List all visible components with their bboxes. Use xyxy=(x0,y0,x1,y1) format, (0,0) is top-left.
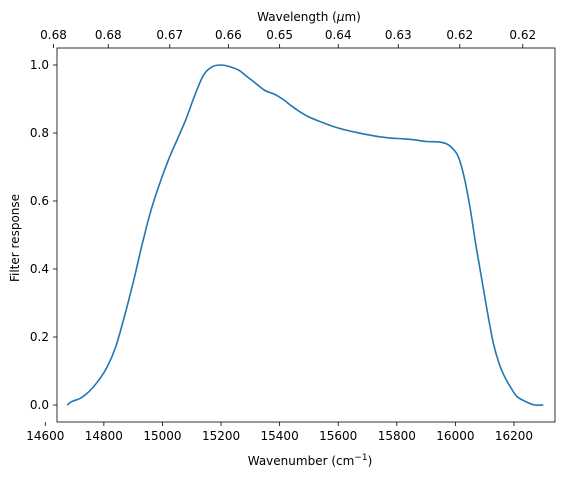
y-tick-label: 0.8 xyxy=(30,126,49,140)
x-tick-label: 16000 xyxy=(436,429,474,443)
x-tick-label: 16200 xyxy=(495,429,533,443)
y-tick-label: 0.6 xyxy=(30,194,49,208)
top-x-axis: 0.68 0.68 0.67 0.66 0.65 0.64 0.63 0.62 0.62 xyxy=(40,28,536,48)
top-x-tick-label: 0.62 xyxy=(446,28,473,42)
x-tick-label: 14800 xyxy=(85,429,123,443)
x-tick-label: 15600 xyxy=(319,429,357,443)
x-tick-label: 14600 xyxy=(26,429,64,443)
x-axis: 14600 14800 15000 15200 15400 15600 15800 16000… xyxy=(26,422,533,443)
x-tick-label: 15400 xyxy=(261,429,299,443)
y-tick-label: 0.2 xyxy=(30,330,49,344)
top-x-tick-label: 0.62 xyxy=(509,28,536,42)
plot-frame xyxy=(56,47,556,423)
top-x-tick-label: 0.68 xyxy=(95,28,122,42)
x-tick-label: 15800 xyxy=(378,429,416,443)
y-tick-label: 1.0 xyxy=(30,58,49,72)
top-x-tick-label: 0.63 xyxy=(385,28,412,42)
y-axis-label: Filter response xyxy=(8,194,22,282)
top-x-tick-label: 0.67 xyxy=(156,28,183,42)
x-tick-label: 15200 xyxy=(202,429,240,443)
top-x-axis-label: Wavelength (μm) xyxy=(257,10,361,24)
y-tick-label: 0.4 xyxy=(30,262,49,276)
x-axis-label: Wavenumber (cm−1) xyxy=(248,453,373,468)
series-layer xyxy=(66,64,544,407)
top-x-tick-label: 0.68 xyxy=(40,28,67,42)
filter-response-line xyxy=(66,64,544,407)
y-axis: 0.0 0.2 0.4 0.6 0.8 1.0 xyxy=(30,58,57,412)
top-x-tick-label: 0.65 xyxy=(266,28,293,42)
top-x-tick-label: 0.64 xyxy=(325,28,352,42)
top-x-tick-label: 0.66 xyxy=(215,28,242,42)
y-tick-label: 0.0 xyxy=(30,398,49,412)
x-tick-label: 15000 xyxy=(143,429,181,443)
plot-area xyxy=(56,47,556,423)
